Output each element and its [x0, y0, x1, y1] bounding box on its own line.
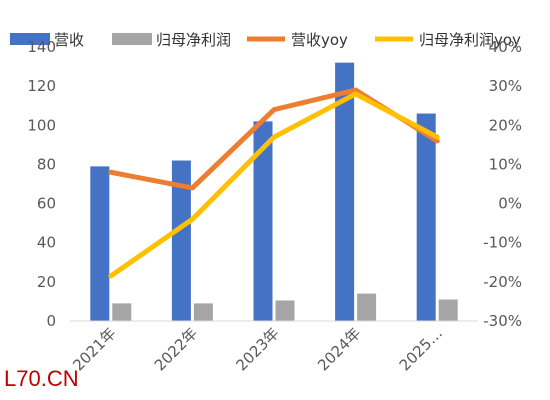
category-label-4: 2025…: [396, 324, 446, 374]
bars: [90, 62, 458, 322]
left-tick-label-7: 140: [27, 38, 56, 56]
left-tick-label-3: 60: [37, 195, 56, 213]
left-tick-label-6: 120: [27, 77, 56, 95]
legend-label-1: 归母净利润: [156, 31, 231, 49]
bar-revenue-4: [416, 113, 436, 322]
left-tick-label-1: 20: [37, 273, 56, 291]
right-tick-label-2: -10%: [483, 234, 522, 252]
bar-revenue-1: [171, 160, 191, 321]
legend-label-0: 营收: [54, 31, 84, 49]
legend: 营收 归母净利润 营收yoy 归母净利润yoy: [10, 31, 521, 49]
category-labels: 2021年 2022年 2023年 2024年 2025…: [69, 324, 446, 374]
line-net-profit-yoy: [108, 91, 440, 279]
lines: [108, 87, 440, 279]
right-axis-ticks: -30% -20% -10% 0% 10% 20% 30% 40%: [483, 38, 522, 330]
bar-revenue-2: [253, 121, 273, 321]
left-tick-label-4: 80: [37, 155, 56, 173]
legend-label-3: 归母净利润yoy: [419, 31, 521, 49]
right-tick-label-0: -30%: [483, 312, 522, 330]
right-tick-label-4: 10%: [489, 155, 522, 173]
bar-net-profit-4: [438, 299, 458, 321]
legend-swatch-0: [10, 33, 50, 45]
watermark-text: L70.CN: [4, 366, 79, 391]
bar-net-profit-1: [193, 303, 213, 321]
bar-net-profit-3: [357, 293, 377, 321]
left-tick-label-5: 100: [27, 116, 56, 134]
left-tick-label-2: 40: [37, 234, 56, 252]
right-tick-label-3: 0%: [498, 195, 522, 213]
right-tick-label-6: 30%: [489, 77, 522, 95]
legend-swatch-1: [112, 33, 152, 45]
right-tick-label-1: -20%: [483, 273, 522, 291]
bar-revenue-0: [90, 166, 110, 321]
category-label-3: 2024年: [314, 324, 364, 374]
bar-net-profit-2: [275, 300, 295, 321]
legend-label-2: 营收yoy: [291, 31, 348, 49]
right-tick-label-5: 20%: [489, 116, 522, 134]
bar-revenue-3: [335, 62, 355, 322]
bar-net-profit-0: [112, 303, 132, 321]
left-axis-ticks: 0 20 40 60 80 100 120 140: [27, 38, 56, 330]
right-tick-label-7: 40%: [489, 38, 522, 56]
category-label-1: 2022年: [151, 324, 201, 374]
category-label-2: 2023年: [232, 324, 282, 374]
left-tick-label-0: 0: [46, 312, 56, 330]
